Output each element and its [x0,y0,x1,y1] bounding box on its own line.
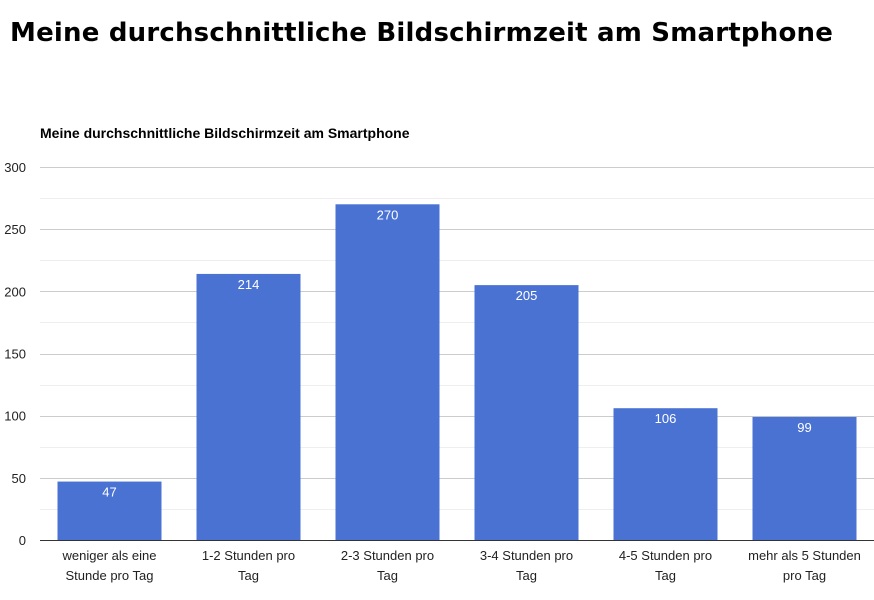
bar-value-label: 214 [238,277,260,292]
x-tick-label-line: 3-4 Stunden pro [480,548,573,563]
x-tick-label-line: pro Tag [783,568,826,583]
y-tick-label: 0 [19,533,26,548]
bar-value-label: 205 [516,288,538,303]
y-tick-label: 300 [4,160,26,175]
x-tick-label-line: Tag [516,568,537,583]
x-tick-label-line: weniger als eine [62,548,157,563]
bars: 47 214 270 205 106 99 [58,204,857,540]
x-tick-label: 2-3 Stunden pro Tag [341,548,434,583]
x-tick-label-line: 1-2 Stunden pro [202,548,295,563]
x-tick-label-line: Tag [655,568,676,583]
bar-chart: Meine durchschnittliche Bildschirmzeit a… [0,0,874,600]
gridlines [40,168,874,541]
bar-value-label: 270 [377,207,399,222]
y-tick-label: 200 [4,284,26,299]
bar [753,417,857,540]
bar [475,285,579,540]
x-tick-label: 3-4 Stunden pro Tag [480,548,573,583]
chart-title: Meine durchschnittliche Bildschirmzeit a… [40,125,410,141]
x-tick-label: 4-5 Stunden pro Tag [619,548,712,583]
x-tick-label-line: Tag [377,568,398,583]
x-tick-label-line: Stunde pro Tag [66,568,154,583]
bar [614,408,718,540]
x-tick-label-line: 4-5 Stunden pro [619,548,712,563]
y-tick-label: 100 [4,409,26,424]
y-tick-label: 150 [4,347,26,362]
y-tick-label: 50 [12,471,26,486]
x-tick-label: 1-2 Stunden pro Tag [202,548,295,583]
bar [336,204,440,540]
x-tick-label-line: mehr als 5 Stunden [748,548,861,563]
bar-value-label: 106 [655,411,677,426]
bar [197,274,301,540]
x-axis-labels: weniger als eine Stunde pro Tag 1-2 Stunde… [62,548,861,583]
x-tick-label-line: Tag [238,568,259,583]
bar-value-label: 47 [102,485,116,500]
x-tick-label: mehr als 5 Stunden pro Tag [748,548,861,583]
bar-value-label: 99 [797,420,811,435]
x-tick-label: weniger als eine Stunde pro Tag [62,548,157,583]
x-tick-label-line: 2-3 Stunden pro [341,548,434,563]
y-tick-label: 250 [4,222,26,237]
y-axis-ticks: 0 50 100 150 200 250 300 [4,160,26,548]
